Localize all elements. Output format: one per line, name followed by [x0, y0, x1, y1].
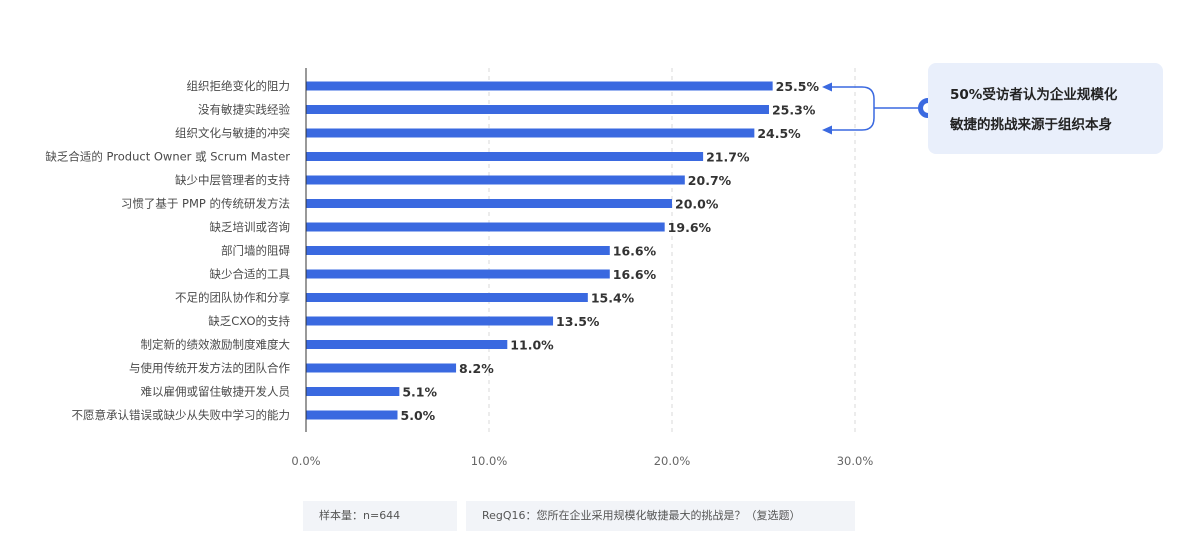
category-label: 习惯了基于 PMP 的传统研发方法	[121, 197, 290, 211]
category-label: 缺少合适的工具	[210, 267, 291, 281]
category-label: 不足的团队协作和分享	[175, 291, 290, 305]
value-label: 21.7%	[706, 150, 750, 165]
question-text: RegQ16：您所在企业采用规模化敏捷最大的挑战是？（复选题）	[482, 509, 801, 522]
bar	[306, 81, 773, 91]
category-label: 难以雇佣或留住敏捷开发人员	[141, 385, 291, 399]
bar	[306, 387, 400, 396]
x-tick-label: 20.0%	[654, 454, 691, 468]
callout-bracket	[824, 86, 922, 131]
value-label: 15.4%	[591, 291, 635, 306]
value-label: 20.7%	[688, 173, 732, 188]
sample-size-box: 样本量：n=644	[303, 501, 457, 531]
bar	[306, 128, 755, 138]
bar	[306, 175, 685, 185]
arrow-head-top	[822, 82, 832, 92]
bar	[306, 293, 588, 302]
value-label: 5.1%	[402, 385, 437, 400]
bar	[306, 340, 508, 349]
bar	[306, 222, 665, 232]
value-label: 24.5%	[757, 126, 801, 141]
category-label: 缺乏CXO的支持	[208, 314, 290, 328]
question-box: RegQ16：您所在企业采用规模化敏捷最大的挑战是？（复选题）	[466, 501, 855, 531]
x-tick-label: 0.0%	[291, 454, 320, 468]
value-label: 11.0%	[510, 338, 554, 353]
category-label: 与使用传统开发方法的团队合作	[129, 361, 290, 375]
value-label: 16.6%	[613, 244, 657, 259]
category-label: 组织拒绝变化的阻力	[187, 79, 291, 93]
value-label: 20.0%	[675, 197, 719, 212]
x-tick-label: 30.0%	[837, 454, 874, 468]
bar	[306, 410, 398, 420]
bar	[306, 199, 672, 208]
category-label: 缺乏合适的 Product Owner 或 Scrum Master	[45, 150, 290, 164]
value-label: 5.0%	[401, 408, 436, 423]
arrow-head-bottom	[822, 125, 832, 135]
value-label: 16.6%	[613, 267, 657, 282]
bar	[306, 363, 457, 373]
value-label: 13.5%	[556, 314, 600, 329]
bar	[306, 152, 704, 161]
callout-line-2: 敏捷的挑战来源于组织本身	[950, 117, 1112, 133]
category-label: 没有敏捷实践经验	[198, 103, 290, 117]
value-label: 8.2%	[459, 361, 494, 376]
value-label: 25.3%	[772, 103, 816, 118]
category-label: 部门墙的阻碍	[221, 244, 290, 258]
x-tick-label: 10.0%	[471, 454, 508, 468]
sample-size-text: 样本量：n=644	[319, 509, 401, 522]
bar	[306, 316, 554, 326]
callout-line-1: 50%受访者认为企业规模化	[950, 87, 1118, 103]
bar	[306, 246, 610, 255]
bar	[306, 269, 610, 279]
value-label: 19.6%	[668, 220, 712, 235]
category-label: 组织文化与敏捷的冲突	[175, 126, 290, 140]
value-label: 25.5%	[776, 79, 820, 94]
bar	[306, 105, 769, 114]
category-label: 制定新的绩效激励制度难度大	[141, 338, 291, 352]
category-label: 不愿意承认错误或缺少从失败中学习的能力	[72, 408, 291, 422]
category-label: 缺少中层管理者的支持	[175, 173, 290, 187]
category-label: 缺乏培训或咨询	[210, 220, 291, 234]
callout-box: 50%受访者认为企业规模化 敏捷的挑战来源于组织本身	[928, 63, 1163, 154]
